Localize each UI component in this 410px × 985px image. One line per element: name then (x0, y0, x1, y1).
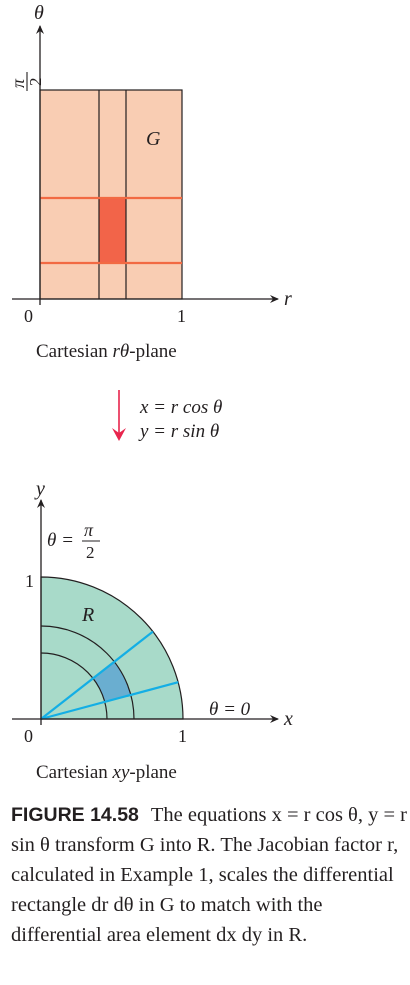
arc-inner (40, 652, 108, 720)
theta-pi-over-2-num: π (84, 520, 94, 540)
region-r (40, 576, 184, 720)
region-g-label: G (146, 128, 161, 150)
transform-eq-y: y = r sin θ (140, 421, 220, 442)
theta-zero-label: θ = 0 (209, 699, 251, 720)
theta-axis-label: θ (34, 2, 44, 24)
svg-text:π: π (8, 78, 28, 88)
arc-outer (40, 625, 135, 720)
theta-pi-over-2-lhs: θ = (47, 530, 74, 551)
xy-plane-caption: Cartesian xy-plane (36, 762, 177, 783)
svg-text:2: 2 (26, 78, 45, 87)
origin-label: 0 (24, 306, 33, 326)
r-tick-1-label: 1 (177, 306, 186, 326)
r-theta-plane-caption: Cartesian rθ-plane (36, 341, 177, 362)
ray-theta-2 (40, 630, 154, 720)
figure-caption-text: The equations x = r cos θ, y = r sin θ t… (11, 804, 408, 946)
differential-rectangle (99, 198, 126, 263)
region-g (39, 89, 183, 300)
y-tick-1-label: 1 (25, 571, 34, 591)
r-axis-label: r (284, 288, 292, 310)
xy-plane-diagram: y x θ = π 2 1 0 1 R θ = 0 (12, 478, 293, 746)
figure-caption: FIGURE 14.58 The equations x = r cos θ, y… (11, 800, 407, 950)
y-axis-label: y (34, 478, 45, 500)
transform-arrow (112, 390, 126, 441)
r-theta-plane-diagram: θ r π 2 0 1 G (8, 2, 292, 326)
figure-label: FIGURE 14.58 (11, 804, 139, 826)
region-r-label: R (81, 604, 94, 626)
x-axis-label: x (283, 708, 293, 730)
pi-over-2-tick-label: π 2 (8, 72, 45, 91)
x-tick-1-label: 1 (178, 726, 187, 746)
theta-pi-over-2-den: 2 (86, 543, 95, 562)
transform-eq-x: x = r cos θ (140, 397, 223, 418)
ray-theta-1 (40, 681, 179, 721)
origin-label-xy: 0 (24, 726, 33, 746)
